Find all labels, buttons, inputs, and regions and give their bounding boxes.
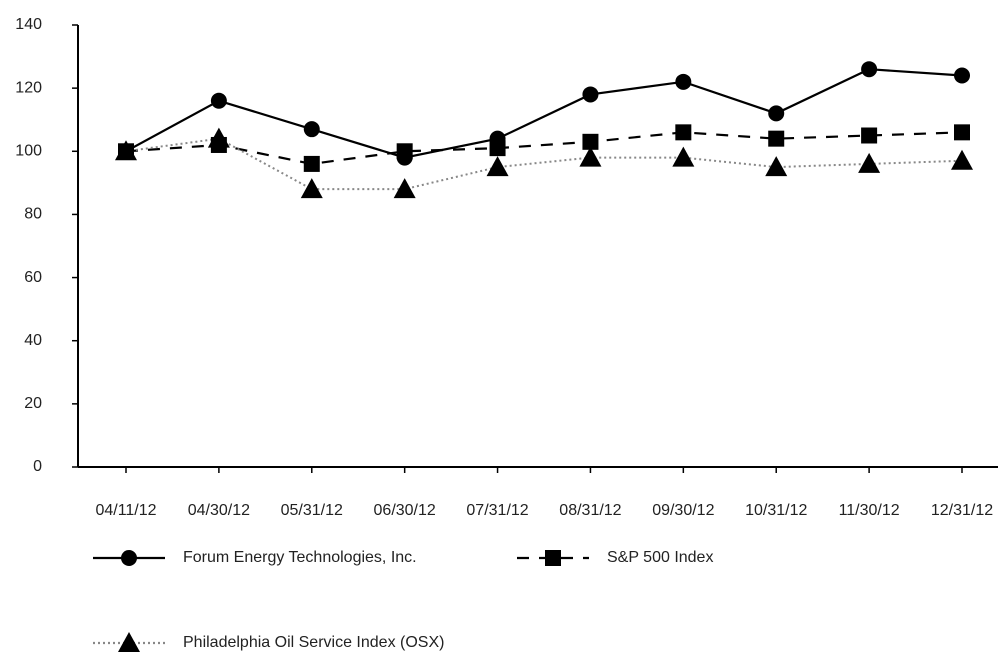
marker-square (768, 130, 785, 147)
x-tick-label: 04/11/12 (95, 502, 156, 519)
marker-circle (121, 550, 137, 566)
x-tick-label: 05/31/12 (281, 502, 343, 519)
marker-triangle (115, 140, 137, 161)
marker-triangle (207, 127, 230, 148)
legend-label: S&P 500 Index (607, 549, 713, 566)
marker-circle (768, 105, 785, 122)
marker-square (861, 127, 878, 144)
marker-circle (954, 67, 970, 84)
x-tick-label: 09/30/12 (652, 502, 714, 519)
x-tick-label: 12/31/12 (931, 502, 993, 519)
marker-square (582, 133, 599, 150)
y-tick-label: 20 (24, 395, 42, 412)
marker-square (545, 550, 561, 566)
marker-triangle (118, 632, 140, 652)
series-line (125, 68, 963, 159)
marker-triangle (393, 178, 416, 199)
y-tick-label: 60 (24, 269, 42, 286)
marker-circle (582, 86, 599, 103)
y-tick-label: 140 (15, 16, 42, 33)
series-line (125, 131, 963, 166)
marker-square (489, 140, 506, 157)
x-tick-label: 07/31/12 (466, 502, 528, 519)
marker-triangle (579, 146, 602, 167)
marker-square (675, 124, 692, 141)
marker-triangle (486, 156, 509, 177)
marker-triangle (765, 156, 788, 177)
y-tick-label: 40 (24, 332, 42, 349)
marker-triangle (858, 152, 881, 173)
marker-triangle (300, 178, 323, 199)
marker-circle (303, 121, 320, 138)
marker-triangle (951, 149, 973, 170)
x-tick-label: 06/30/12 (374, 502, 436, 519)
marker-square (954, 124, 970, 141)
legend-label: Forum Energy Technologies, Inc. (183, 549, 417, 566)
marker-square (303, 155, 320, 172)
marker-circle (861, 61, 878, 78)
y-tick-label: 80 (24, 206, 42, 223)
x-tick-label: 08/31/12 (559, 502, 621, 519)
x-tick-label: 11/30/12 (839, 502, 900, 519)
x-tick-label: 04/30/12 (188, 502, 250, 519)
x-tick-label: 10/31/12 (745, 502, 807, 519)
series-line (125, 137, 963, 191)
legend-label: Philadelphia Oil Service Index (OSX) (183, 634, 444, 651)
marker-circle (675, 73, 692, 90)
marker-circle (210, 92, 227, 109)
marker-triangle (672, 146, 695, 167)
marker-square (396, 143, 413, 160)
y-tick-label: 120 (15, 79, 42, 96)
y-tick-label: 100 (15, 143, 42, 160)
y-tick-label: 0 (33, 458, 42, 475)
